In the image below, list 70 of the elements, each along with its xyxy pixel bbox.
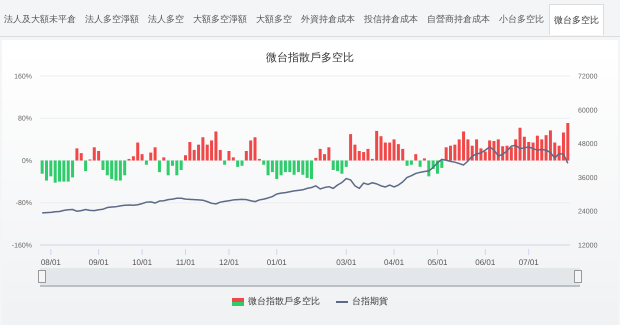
bar (540, 139, 544, 160)
x-tick-label: 11/01 (176, 258, 196, 267)
bar (318, 148, 322, 160)
bar (62, 160, 66, 182)
text: 微台多空比 (554, 15, 599, 25)
text: 法人多空淨額 (85, 14, 139, 24)
bar (418, 160, 422, 167)
bar (566, 123, 570, 160)
x-tick-label: 12/01 (218, 258, 240, 267)
bar (332, 160, 335, 170)
bar (310, 160, 313, 179)
bar (375, 130, 378, 160)
chart-title: 微台指散戶多空比 (265, 50, 355, 65)
bar (154, 147, 157, 160)
x-tick-label: 06/01 (475, 258, 496, 267)
bar (97, 150, 100, 160)
x-tick-label: 05/01 (427, 258, 448, 267)
text: 大額多空 (256, 14, 292, 24)
bar (188, 142, 192, 160)
x-tick-label: 07/01 (518, 258, 540, 267)
x-tick-label: 03/01 (336, 258, 357, 267)
bar (275, 160, 278, 179)
text: 大額多空淨額 (193, 14, 247, 24)
x-tick-label: 10/01 (132, 258, 153, 267)
bar (201, 137, 204, 160)
bar (162, 157, 166, 160)
bar (240, 160, 244, 166)
text: 法人及大額未平倉 (4, 14, 76, 24)
x-tick-label: 04/01 (384, 258, 405, 267)
bar (406, 160, 409, 166)
line-series (41, 144, 569, 214)
bar (349, 134, 352, 160)
bar (223, 160, 226, 165)
bar (110, 160, 114, 179)
bar (175, 160, 178, 176)
bar (496, 139, 500, 160)
bar (362, 152, 366, 160)
bar (66, 160, 70, 182)
bar (288, 160, 292, 172)
x-tick-label: 01/01 (266, 258, 288, 267)
bar (158, 160, 161, 172)
bar (136, 142, 140, 160)
legend-label: 微台指散戶多空比 (248, 295, 320, 308)
bar (249, 140, 252, 160)
text: 外資持倉成本 (301, 14, 355, 24)
bar (236, 160, 240, 167)
bar (301, 160, 304, 175)
bar (92, 147, 96, 160)
x-tick-label: 09/01 (88, 258, 110, 267)
text: 小台多空比 (499, 14, 544, 24)
bar (306, 160, 309, 178)
text: 法人多空 (148, 14, 184, 24)
bar (118, 160, 122, 181)
bar (444, 147, 448, 160)
legend-label: 台指期貨 (352, 295, 388, 308)
text: 自營商持倉成本 (427, 14, 490, 24)
bar (166, 160, 170, 176)
bar (144, 160, 148, 165)
bar (536, 136, 539, 160)
bar (327, 147, 330, 160)
bar (106, 160, 109, 176)
bar (410, 160, 413, 165)
x-tick-label: 08/01 (40, 258, 62, 267)
bar (84, 160, 88, 172)
bar (414, 154, 418, 160)
bar (292, 160, 296, 175)
bar (488, 140, 492, 160)
bar (54, 160, 57, 183)
bar (388, 142, 392, 160)
text: 投信持倉成本 (364, 14, 418, 24)
